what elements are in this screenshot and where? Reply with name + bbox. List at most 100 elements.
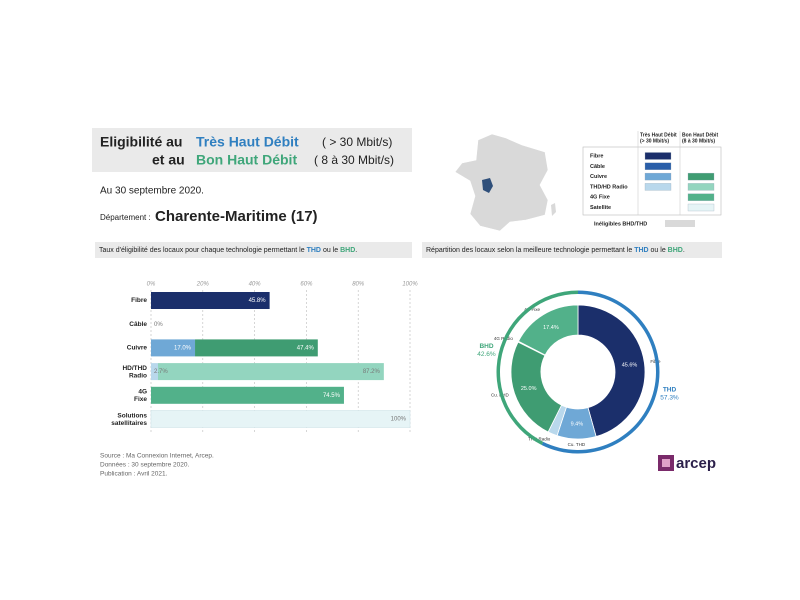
header-text: Eligibilité au: [100, 134, 182, 150]
ring-value: 57.3%: [660, 394, 679, 401]
legend-label: Fibre: [590, 153, 603, 159]
logo-mark: [662, 459, 670, 467]
value-label: 45.6%: [622, 362, 638, 368]
dept: Charente-Maritime (17): [155, 208, 318, 225]
section-text: Taux d'éligibilité des locaux pour chaqu…: [99, 247, 305, 254]
slice-label: 4G Fixe: [524, 307, 540, 312]
section-title: Taux d'éligibilité des locaux pour chaqu…: [99, 247, 357, 254]
y-tick-label: HD/THD Radio: [122, 365, 147, 380]
header-box: [92, 128, 412, 172]
bar: [151, 386, 344, 404]
legend-label: Satellite: [590, 205, 611, 211]
x-tick-label: 0%: [147, 282, 156, 288]
x-tick-label: 60%: [300, 282, 313, 288]
section-text: ou le: [651, 247, 666, 254]
header-bhd: Bon Haut Débit: [196, 152, 297, 168]
map: [454, 133, 556, 232]
legend-swatch: [687, 193, 715, 201]
value-label: 25.0%: [521, 386, 537, 392]
donut-slice: [577, 304, 646, 438]
legend-swatch: [687, 172, 715, 181]
ring-label: THD: [663, 386, 677, 393]
bar-chart: 0% 20% 40% 60% 80% 100% Fibre Câble Cuivre HD/THD…: [111, 282, 418, 433]
y-tick-label: Câble: [129, 321, 147, 328]
bar: [151, 363, 158, 381]
bar: [150, 410, 411, 428]
section-thd: THD: [307, 247, 321, 254]
source: Publication : Avril 2021.: [100, 471, 168, 478]
section-thd: THD: [634, 247, 648, 254]
section-bhd: BHD: [340, 247, 355, 254]
legend-swatch: [644, 172, 672, 181]
dept-label: Département :: [100, 213, 151, 222]
logo-text: arcep: [676, 455, 716, 472]
bar: [157, 363, 384, 381]
donut-slice: [517, 304, 579, 356]
legend: Très Haut Débit(> 30 Mbit/s) Bon Haut Déb…: [582, 131, 722, 227]
x-tick-label: 40%: [249, 282, 262, 288]
section-bhd: BHD: [668, 247, 683, 254]
value-label: 0%: [154, 322, 163, 328]
department: [482, 178, 493, 193]
y-tick-label: Cuivre: [127, 345, 148, 352]
header-bhd-speed: ( 8 à 30 Mbit/s): [314, 153, 394, 167]
y-tick-label: Fibre: [131, 297, 147, 304]
legend-swatch: [644, 152, 672, 160]
section-text: .: [355, 247, 357, 254]
y-tick-label: 4G Fixe: [134, 388, 147, 403]
value-label: 100%: [391, 417, 407, 423]
ring-label: BHD: [479, 343, 493, 350]
legend-swatch: [644, 162, 672, 170]
legend-header: (8 à 30 Mbit/s): [682, 138, 715, 144]
legend-label: THD/HD Radio: [590, 184, 628, 190]
section-text: Répartition des locaux selon la meilleur…: [426, 247, 632, 254]
value-label: 9.4%: [571, 421, 584, 427]
legend-swatch: [687, 203, 715, 212]
legend-label: Cuivre: [590, 174, 607, 180]
y-tick-label: Solutions satellitaires: [111, 412, 147, 427]
value-label: 17.4%: [543, 325, 559, 331]
x-tick-label: 100%: [402, 282, 418, 288]
legend-swatch: [687, 183, 715, 191]
ring-value: 42.6%: [477, 351, 496, 358]
section-bar: [422, 242, 722, 258]
section-text: ou le: [323, 247, 338, 254]
date: Au 30 septembre 2020.: [100, 186, 204, 197]
legend-swatch: [644, 183, 672, 191]
legend-label: 4G Fixe: [590, 195, 610, 201]
x-tick-label: 20%: [196, 282, 210, 288]
source: Données : 30 septembre 2020.: [100, 462, 189, 469]
legend-label: Inéligibles BHD/THD: [594, 221, 647, 227]
section-title: Répartition des locaux selon la meilleur…: [426, 247, 685, 254]
bar: [151, 339, 196, 357]
header-thd: Très Haut Débit: [196, 134, 299, 150]
bar: [195, 339, 318, 357]
value-label: 45.8%: [249, 298, 267, 304]
header-thd-speed: ( > 30 Mbit/s): [322, 135, 392, 149]
value-label: 87.2%: [363, 369, 381, 375]
section-text: .: [683, 247, 685, 254]
slice-label: THD Radio: [528, 437, 551, 442]
header-text: et au: [152, 152, 185, 168]
france: [454, 133, 549, 232]
legend-header: Très Haut Débit: [640, 132, 677, 138]
legend-box: [582, 146, 722, 216]
slice-label: Cu. THD: [568, 442, 586, 447]
legend-swatch: [665, 220, 695, 227]
source: Source : Ma Connexion Internet, Arcep.: [100, 453, 214, 460]
value-label: 2.7%: [154, 369, 168, 375]
legend-header: (> 30 Mbit/s): [640, 138, 669, 144]
legend-header: Bon Haut Débit: [682, 132, 718, 138]
section-bar: [95, 242, 412, 258]
x-tick-label: 80%: [352, 282, 365, 288]
logo: arcep: [658, 455, 716, 472]
value-label: 47.4%: [297, 345, 315, 351]
value-label: 74.5%: [323, 393, 341, 399]
corsica: [551, 203, 556, 216]
bar: [151, 292, 270, 309]
value-label: 17.0%: [174, 345, 192, 351]
legend-label: Câble: [590, 164, 605, 170]
